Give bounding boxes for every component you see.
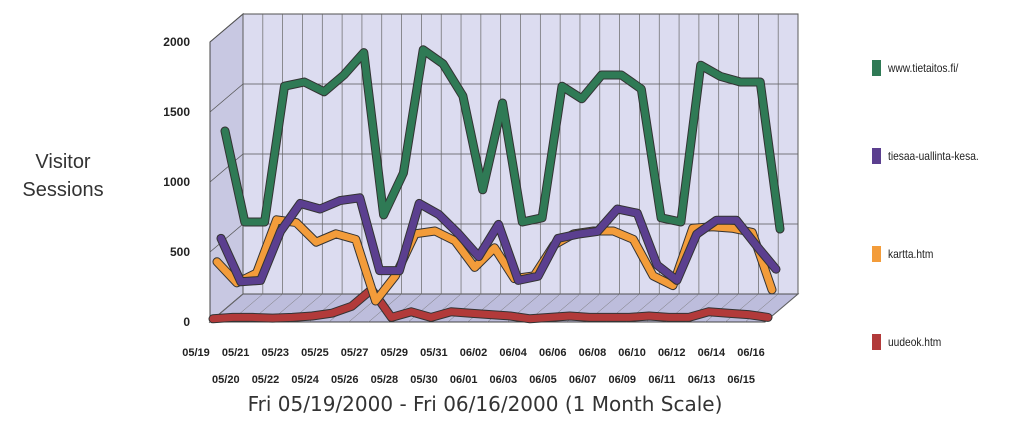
x-tick-label: 05/23 <box>262 347 290 359</box>
x-tick-label: 05/25 <box>301 347 329 359</box>
x-tick-label: 06/04 <box>499 347 527 359</box>
legend-item-uudeok: uudeok.htm <box>872 332 951 352</box>
x-tick-label: 05/24 <box>291 374 319 386</box>
series-line <box>209 285 772 323</box>
x-tick-label: 06/08 <box>579 347 607 359</box>
gridline-floor <box>705 293 739 323</box>
x-tick-label: 05/19 <box>182 347 210 359</box>
legend-swatch-www <box>872 60 881 76</box>
x-tick-label: 06/01 <box>450 374 478 386</box>
legend-item-tiesaa: tiesaa-uallinta-kesa. <box>872 146 995 166</box>
series-line <box>221 46 784 233</box>
x-tick-label: 05/22 <box>252 374 280 386</box>
legend-item-kartta: kartta.htm <box>872 244 941 264</box>
gridline-side <box>209 83 244 113</box>
x-tick-label: 06/05 <box>529 374 557 386</box>
legend-swatch-uudeok <box>872 334 881 350</box>
x-tick-label: 05/29 <box>380 347 408 359</box>
series-line <box>217 194 780 286</box>
y-axis-title: Visitor Sessions <box>22 151 104 201</box>
x-tick-label: 06/02 <box>460 347 488 359</box>
x-tick-label: 05/21 <box>222 347 250 359</box>
y-tick-label: 2000 <box>163 35 190 49</box>
x-tick-label: 06/11 <box>648 374 675 386</box>
x-tick-label: 05/27 <box>341 347 369 359</box>
legend-label-kartta: kartta.htm <box>888 247 934 261</box>
y-tick-label: 0 <box>183 315 190 329</box>
legend-label-tiesaa: tiesaa-uallinta-kesa. <box>888 149 979 163</box>
x-tick-label: 05/28 <box>371 374 399 386</box>
y-tick-label: 1000 <box>163 175 190 189</box>
x-tick-label: 05/30 <box>410 374 438 386</box>
x-tick-label: 06/09 <box>608 374 636 386</box>
legend-swatch-tiesaa <box>872 148 881 164</box>
x-tick-label: 06/14 <box>698 347 726 359</box>
x-tick-label: 06/10 <box>618 347 646 359</box>
x-tick-label: 06/16 <box>737 347 765 359</box>
x-tick-label: 06/12 <box>658 347 686 359</box>
legend-item-www: www.tietaitos.fi/ <box>872 58 971 78</box>
y-tick-label: 500 <box>170 245 190 259</box>
y-tick-label: 1500 <box>163 105 190 119</box>
legend-swatch-kartta <box>872 246 881 262</box>
gridline-side <box>209 13 244 43</box>
x-tick-label: 06/15 <box>727 374 755 386</box>
x-tick-label: 06/06 <box>539 347 567 359</box>
x-tick-label: 05/20 <box>212 374 240 386</box>
x-tick-label: 06/07 <box>569 374 597 386</box>
legend-label-www: www.tietaitos.fi/ <box>888 61 959 75</box>
x-tick-label: 05/26 <box>331 374 359 386</box>
x-tick-label: 05/31 <box>420 347 448 359</box>
x-tick-label: 06/13 <box>688 374 716 386</box>
gridline-side <box>209 153 244 183</box>
x-axis-title: Fri 05/19/2000 - Fri 06/16/2000 (1 Month… <box>247 392 723 416</box>
gridline-side <box>209 223 244 253</box>
legend-label-uudeok: uudeok.htm <box>888 335 942 349</box>
x-tick-label: 06/03 <box>490 374 518 386</box>
gridline-floor <box>447 293 482 323</box>
gridline-floor <box>408 293 442 323</box>
